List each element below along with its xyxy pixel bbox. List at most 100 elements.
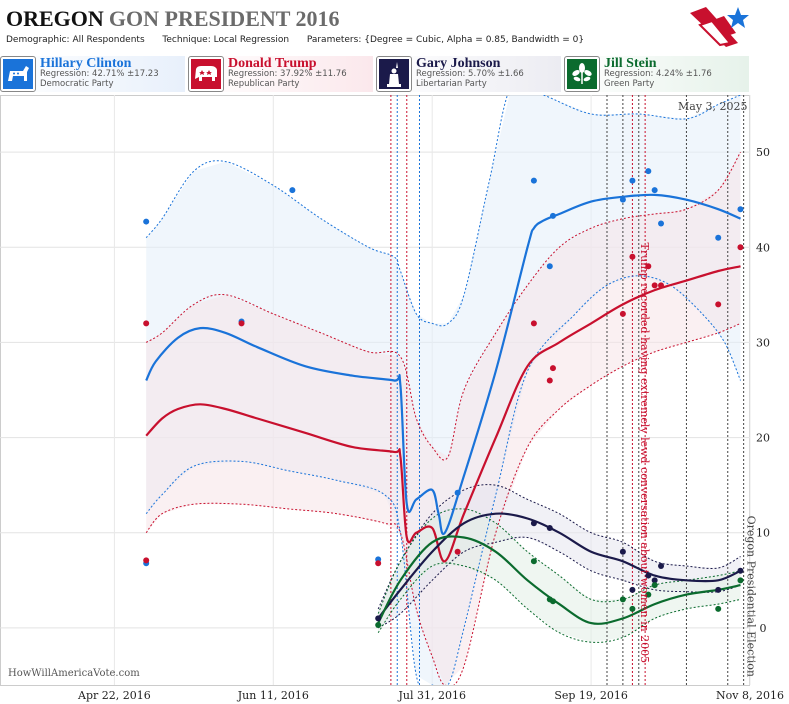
candidate-regression: Regression: 4.24% ±1.76: [604, 69, 712, 79]
technique-value: Local Regression: [213, 35, 290, 45]
parameters-label: Parameters:: [306, 35, 362, 45]
poll-point: [238, 320, 245, 327]
candidate-name: Donald Trump: [228, 56, 317, 71]
poll-point: [651, 582, 658, 589]
demographic-label: Demographic:: [6, 35, 70, 45]
source-credit: HowWillAmericaVote.com: [8, 668, 140, 679]
poll-point: [715, 234, 722, 241]
poll-point: [619, 196, 626, 203]
poll-point: [658, 220, 665, 227]
poll-point: [737, 206, 744, 213]
poll-point: [289, 187, 296, 194]
regression-chart: 0 10 20 30 40 50 Apr 22, 2016 Jun 11, 2016 Jul 3…: [0, 95, 784, 702]
technique-label: Technique:: [162, 35, 211, 45]
annotation-election-day: Oregon Presidential Election: [745, 516, 758, 677]
band-lower-edge: [377, 536, 741, 629]
poll-point: [651, 577, 658, 584]
poll-point: [530, 558, 537, 565]
confidence-band: [378, 509, 741, 643]
parameters-value: {Degree = Cubic, Alpha = 0.85, Bandwidth…: [364, 35, 585, 45]
poll-point: [549, 365, 556, 372]
poll-point: [619, 310, 626, 317]
poll-point: [737, 244, 744, 251]
trend-line: [377, 512, 741, 620]
candidate-name: Gary Johnson: [416, 56, 501, 71]
poll-point: [619, 596, 626, 603]
poll-point: [651, 187, 658, 194]
title-race: GON PRESIDENT 2016: [108, 6, 340, 31]
poll-point: [629, 605, 636, 612]
poll-point: [375, 615, 382, 622]
candidate-party: Democratic Party: [40, 79, 114, 89]
poll-point: [530, 177, 537, 184]
donkey-icon: [0, 56, 36, 92]
band-lower-edge: [377, 562, 741, 643]
poll-point: [375, 622, 382, 629]
plot-area: [143, 95, 745, 685]
poll-point: [546, 377, 553, 384]
statue-of-liberty-icon: [376, 56, 412, 92]
band-lower-edge: [145, 275, 741, 685]
site-logo-icon: [690, 7, 749, 47]
candidate-party: Green Party: [604, 79, 655, 89]
poll-point: [549, 212, 556, 219]
poll-point: [454, 489, 461, 496]
poll-point: [619, 548, 626, 555]
poll-point: [375, 560, 382, 567]
poll-point: [454, 548, 461, 555]
poll-point: [658, 563, 665, 570]
candidate-regression: Regression: 5.70% ±1.66: [416, 69, 524, 79]
poll-point: [645, 168, 652, 175]
poll-point: [715, 301, 722, 308]
poll-point: [530, 320, 537, 327]
trend-line: [377, 535, 741, 625]
y-tick-label: 0: [760, 622, 767, 635]
band-lower-edge: [145, 322, 741, 685]
poll-point: [737, 567, 744, 574]
candidate-regression: Regression: 42.71% ±17.23: [40, 69, 159, 79]
y-tick-label: 50: [756, 146, 770, 159]
poll-point: [645, 591, 652, 598]
poll-point: [546, 263, 553, 270]
legend-item-johnson: Gary Johnson Regression: 5.70% ±1.66 Lib…: [376, 56, 561, 92]
y-tick-label: 10: [756, 527, 770, 540]
legend-item-stein: Jill Stein Regression: 4.24% ±1.76 Green…: [564, 56, 749, 92]
poll-point: [645, 572, 652, 579]
poll-point: [658, 282, 665, 289]
poll-point: [143, 557, 150, 564]
legend-item-clinton: Hillary Clinton Regression: 42.71% ±17.2…: [0, 56, 185, 92]
poll-point: [549, 598, 556, 605]
y-tick-label: 20: [756, 432, 770, 445]
poll-point: [629, 586, 636, 593]
title-state: OREGON: [6, 6, 104, 31]
poll-point: [651, 282, 658, 289]
date-stamp: May 3, 2025: [678, 100, 748, 113]
poll-point: [143, 218, 150, 225]
confidence-band: [146, 152, 741, 685]
poll-point: [737, 577, 744, 584]
annotation-lewd-tape: Trump recorded having extremely lewd con…: [638, 243, 651, 664]
x-tick-label: Apr 22, 2016: [77, 689, 151, 702]
demographic-value: All Respondents: [72, 35, 145, 45]
y-tick-label: 40: [756, 241, 770, 254]
x-tick-label: Jul 31, 2016: [397, 689, 466, 702]
candidate-name: Hillary Clinton: [40, 56, 132, 71]
poll-point: [715, 586, 722, 593]
candidate-regression: Regression: 37.92% ±11.76: [228, 69, 347, 79]
candidate-legend: Hillary Clinton Regression: 42.71% ±17.2…: [0, 56, 750, 92]
band-upper-edge: [377, 484, 741, 610]
trend-line: [145, 265, 741, 563]
poll-point: [546, 524, 553, 531]
poll-point: [629, 177, 636, 184]
candidate-party: Republican Party: [228, 79, 300, 89]
x-tick-label: Sep 19, 2016: [554, 689, 628, 702]
poll-point: [629, 253, 636, 260]
parameters-row: Demographic: All Respondents Technique: …: [6, 35, 584, 45]
leaf-icon: [564, 56, 600, 92]
elephant-icon: [188, 56, 224, 92]
candidate-name: Jill Stein: [604, 56, 657, 71]
poll-point: [143, 320, 150, 327]
legend-item-trump: Donald Trump Regression: 37.92% ±11.76 R…: [188, 56, 373, 92]
candidate-party: Libertarian Party: [416, 79, 487, 89]
poll-point: [715, 605, 722, 612]
